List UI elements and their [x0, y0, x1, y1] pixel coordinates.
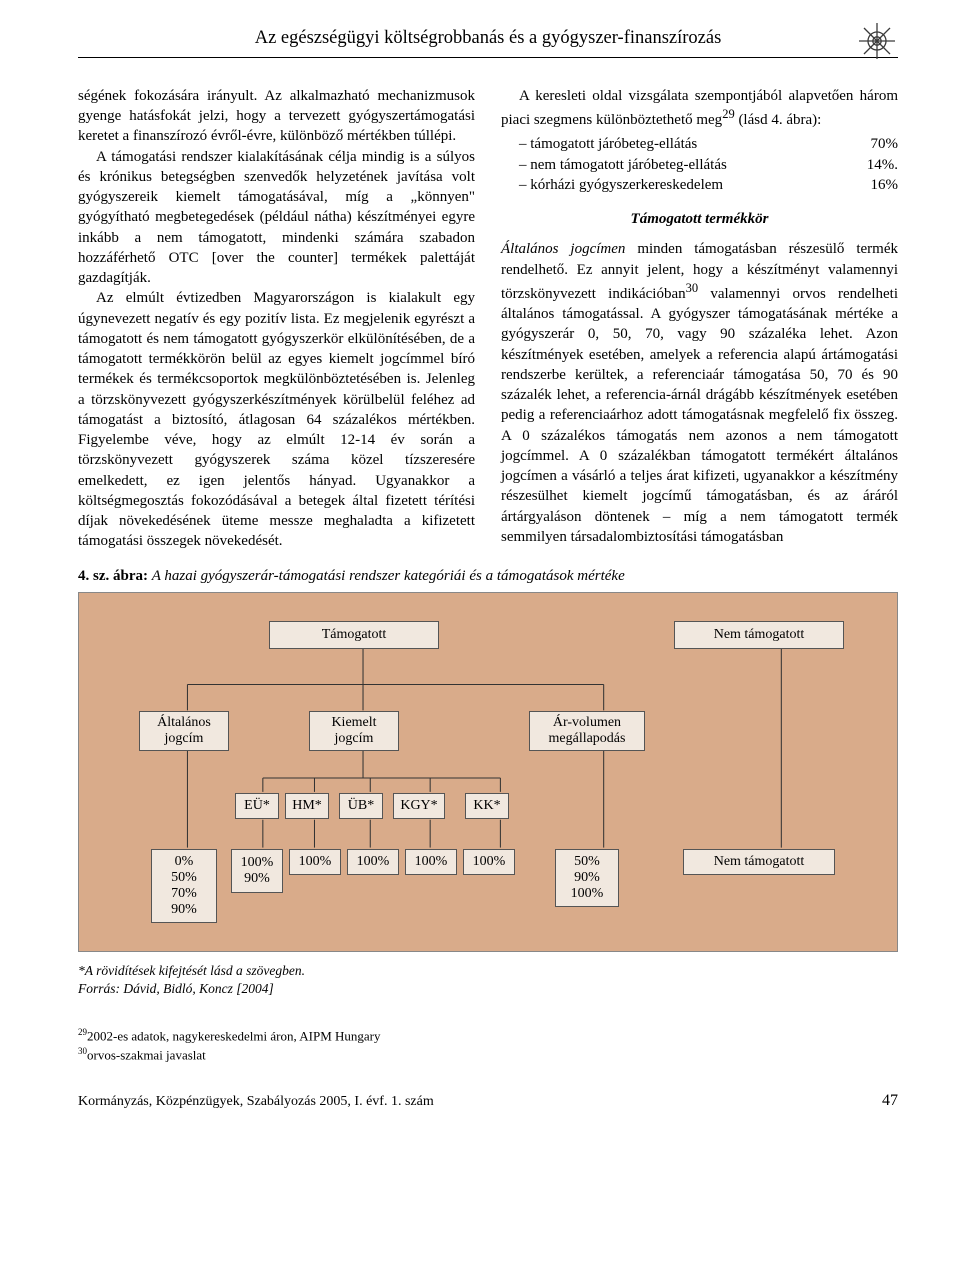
- node-pct-alt: 0% 50% 70% 90%: [151, 849, 217, 923]
- shipwheel-icon: [856, 20, 898, 68]
- figure-source: Forrás: Dávid, Bidló, Koncz [2004]: [78, 980, 898, 998]
- node-ub: ÜB*: [339, 793, 383, 819]
- stat-label: – nem támogatott járóbeteg-ellátás: [501, 155, 727, 175]
- node-kiemelt: Kiemelt jogcím: [309, 711, 399, 751]
- node-hm: HM*: [285, 793, 329, 819]
- node-pct-ub: 100%: [347, 849, 399, 875]
- node-altalanos: Általános jogcím: [139, 711, 229, 751]
- node-arvolumen: Ár-volumen megállapodás: [529, 711, 645, 751]
- page-number: 47: [882, 1090, 898, 1112]
- stat-value: 16%: [853, 175, 899, 195]
- node-tamogatott: Támogatott: [269, 621, 439, 649]
- node-nemtam-leaf: Nem támogatott: [683, 849, 835, 875]
- stat-row: – támogatott járóbeteg-ellátás 70%: [501, 134, 898, 154]
- stat-label: – támogatott járóbeteg-ellátás: [501, 134, 697, 154]
- stat-value: 14%.: [849, 155, 898, 175]
- node-eu: EÜ*: [235, 793, 279, 819]
- stats-list: – támogatott járóbeteg-ellátás 70% – nem…: [501, 134, 898, 195]
- footnote-29: 292002-es adatok, nagykereskedelmi áron,…: [78, 1026, 898, 1045]
- stat-value: 70%: [853, 134, 899, 154]
- node-pct-eu: 100% 90%: [231, 849, 283, 893]
- stat-label: – kórházi gyógyszerkereskedelem: [501, 175, 723, 195]
- node-kk: KK*: [465, 793, 509, 819]
- stat-row: – kórházi gyógyszerkereskedelem 16%: [501, 175, 898, 195]
- stat-row: – nem támogatott járóbeteg-ellátás 14%.: [501, 155, 898, 175]
- section-subheading: Támogatott termékkör: [501, 209, 898, 229]
- footer-left: Kormányzás, Közpénzügyek, Szabályozás 20…: [78, 1093, 434, 1112]
- figure-note: *A rövidítések kifejtését lásd a szövegb…: [78, 962, 898, 980]
- left-para-1: ségének fokozására irányult. Az alkalmaz…: [78, 86, 475, 147]
- left-para-2: A támogatási rendszer kialakításának cél…: [78, 147, 475, 289]
- left-para-3: Az elmúlt évtizedben Magyarországon is k…: [78, 288, 475, 551]
- footnotes: 292002-es adatok, nagykereskedelmi áron,…: [78, 1026, 898, 1064]
- page-title: Az egészségügyi költségrobbanás és a gyó…: [255, 26, 722, 51]
- page-header: Az egészségügyi költségrobbanás és a gyó…: [78, 26, 898, 58]
- node-pct-kk: 100%: [463, 849, 515, 875]
- node-kgy: KGY*: [393, 793, 445, 819]
- node-pct-arv: 50% 90% 100%: [555, 849, 619, 907]
- node-pct-hm: 100%: [289, 849, 341, 875]
- node-pct-kgy: 100%: [405, 849, 457, 875]
- right-para-2: Általános jogcímen minden támogatásban r…: [501, 239, 898, 547]
- footnote-30: 30orvos-szakmai javaslat: [78, 1045, 898, 1064]
- right-para-1: A keresleti oldal vizsgálata szempontjáb…: [501, 86, 898, 131]
- figure-caption: 4. sz. ábra: A hazai gyógyszerár-támogat…: [78, 566, 898, 586]
- page-footer: Kormányzás, Közpénzügyek, Szabályozás 20…: [78, 1090, 898, 1112]
- body-columns: ségének fokozására irányult. Az alkalmaz…: [78, 86, 898, 552]
- node-nemtamogatott: Nem támogatott: [674, 621, 844, 649]
- diagram: Támogatott Nem támogatott Általános jogc…: [78, 592, 898, 952]
